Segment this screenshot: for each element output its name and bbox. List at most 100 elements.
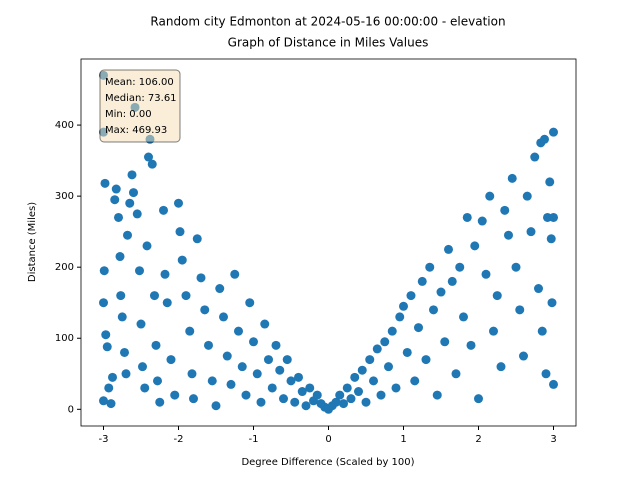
point: [312, 390, 322, 400]
point: [402, 347, 412, 357]
point: [111, 184, 121, 194]
point: [440, 337, 450, 347]
point: [500, 205, 510, 215]
point: [549, 379, 558, 389]
point: [372, 344, 382, 354]
y-tick-label: 200: [55, 262, 74, 273]
point: [335, 390, 345, 400]
point: [451, 369, 461, 379]
point: [129, 188, 138, 198]
point: [369, 376, 378, 386]
x-tick-label: 2: [475, 434, 481, 445]
point: [166, 355, 176, 365]
y-tick-label: 0: [68, 404, 74, 415]
point: [104, 383, 114, 393]
point: [241, 390, 251, 400]
point: [357, 365, 367, 375]
point: [410, 376, 420, 386]
chart-title: Random city Edmonton at 2024-05-16 00:00…: [150, 15, 505, 29]
point: [101, 330, 111, 340]
point: [380, 337, 390, 347]
point: [260, 319, 270, 329]
point: [132, 209, 142, 219]
point: [116, 291, 126, 301]
point: [519, 351, 528, 361]
point: [99, 298, 108, 308]
point: [444, 244, 453, 254]
point: [114, 212, 123, 222]
point: [354, 387, 363, 397]
point: [177, 255, 187, 265]
point: [384, 362, 393, 372]
point: [117, 312, 127, 322]
point: [470, 241, 480, 251]
point: [125, 198, 135, 208]
point: [211, 401, 221, 411]
point: [187, 369, 197, 379]
stats-line: Max: 469.93: [105, 125, 167, 136]
point: [279, 394, 288, 404]
stats-box: [99, 69, 181, 143]
point: [547, 298, 557, 308]
point: [264, 355, 273, 365]
point: [256, 397, 266, 407]
point: [530, 152, 540, 162]
point: [492, 291, 502, 301]
point: [294, 372, 303, 382]
point: [346, 394, 356, 404]
point: [474, 394, 483, 404]
point: [252, 369, 262, 379]
point: [282, 355, 292, 365]
point: [275, 365, 285, 375]
point: [301, 401, 311, 411]
point: [160, 269, 170, 279]
point: [511, 262, 521, 272]
point: [222, 351, 232, 361]
point: [477, 216, 487, 226]
point: [546, 234, 556, 244]
point: [189, 394, 198, 404]
point: [339, 399, 348, 409]
point: [249, 337, 258, 347]
x-tick-label: 3: [550, 434, 556, 445]
y-tick-label: 400: [55, 120, 74, 131]
point: [219, 312, 228, 322]
y-tick-label: 300: [55, 191, 74, 202]
point: [127, 170, 137, 180]
point: [142, 241, 152, 251]
x-tick-label: -1: [249, 434, 259, 445]
point: [515, 305, 525, 315]
point: [297, 387, 307, 397]
point: [504, 230, 513, 240]
point: [123, 230, 132, 240]
point: [541, 369, 551, 379]
stats-line: Min: 0.00: [105, 109, 152, 120]
point: [120, 347, 129, 357]
point: [115, 252, 125, 262]
point: [549, 212, 558, 222]
point: [155, 397, 165, 407]
point: [135, 266, 144, 276]
point: [147, 159, 157, 169]
y-tick-label: 100: [55, 333, 74, 344]
point: [121, 369, 131, 379]
point: [102, 342, 112, 352]
point: [361, 397, 371, 407]
point: [108, 372, 117, 382]
point: [425, 262, 435, 272]
point: [267, 383, 277, 393]
point: [151, 340, 161, 350]
x-tick-label: -2: [174, 434, 184, 445]
point: [436, 287, 446, 297]
point: [549, 127, 558, 137]
point: [526, 227, 536, 237]
point: [429, 305, 438, 315]
point: [200, 305, 210, 315]
point: [106, 399, 116, 409]
point: [455, 262, 465, 272]
chart-subtitle: Graph of Distance in Miles Values: [228, 36, 429, 50]
point: [342, 383, 352, 393]
point: [406, 291, 416, 301]
point: [237, 362, 247, 372]
point: [537, 326, 547, 336]
